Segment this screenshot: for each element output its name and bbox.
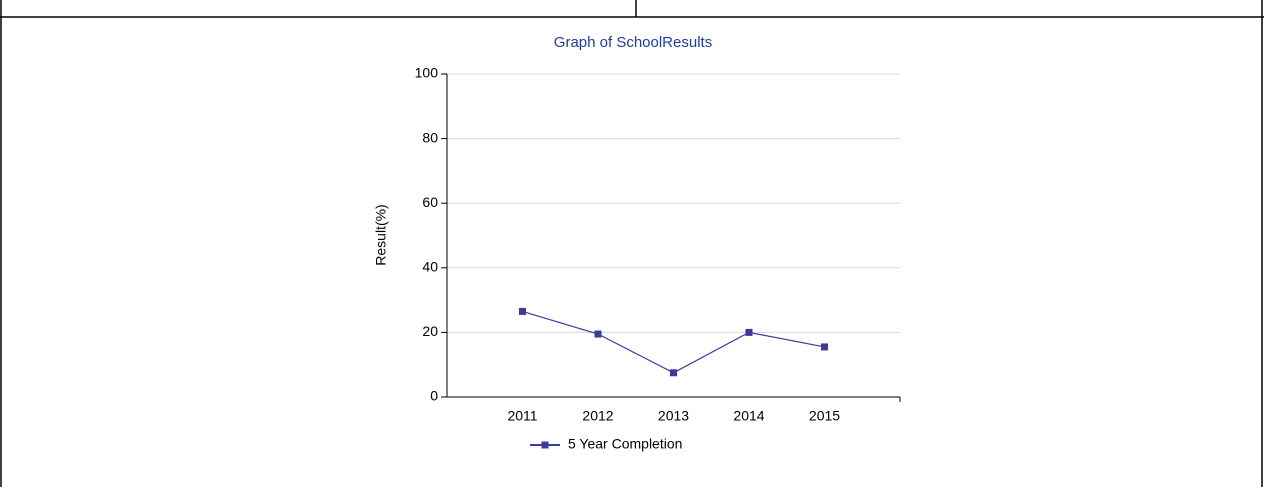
y-tick-label: 80 [422,129,438,145]
y-tick-label: 40 [422,259,438,275]
y-tick-label: 60 [422,194,438,210]
x-tick-label: 2013 [658,408,689,424]
x-tick-label: 2015 [809,408,840,424]
series-line [522,310,825,374]
x-tick-label: 2011 [507,408,537,424]
chart-title: Graph of SchoolResults [554,34,712,51]
y-axis-label: Result(%) [373,204,389,265]
y-tick-label: 20 [422,323,438,339]
point [670,369,677,377]
point [519,307,526,315]
point [821,343,828,351]
y-tick-label: 0 [430,388,438,404]
y-tick-label: 100 [415,65,439,81]
point [745,328,753,336]
x-tick-label: 2012 [582,408,613,424]
legend-label: 5 Year Completion [568,436,682,452]
point [594,330,602,338]
x-tick-label: 2014 [733,408,764,424]
legend-marker [541,441,549,449]
